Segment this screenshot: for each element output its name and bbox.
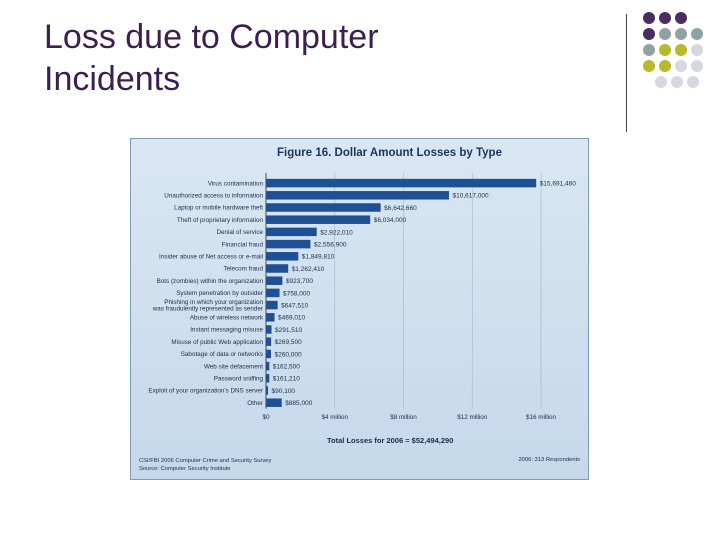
bar (266, 227, 317, 237)
decor-dot (671, 76, 683, 88)
value-label: $2,556,900 (314, 242, 347, 249)
category-label: Laptop or mobile hardware theft (174, 205, 263, 212)
bar (266, 300, 278, 310)
bar (266, 374, 270, 383)
category-label: Other (247, 400, 263, 407)
decor-dot (675, 12, 687, 24)
category-label: Abuse of wireless network (190, 315, 264, 322)
decor-dot (643, 28, 655, 40)
decor-dot (675, 28, 687, 40)
bar (266, 313, 275, 322)
decor-dot (691, 60, 703, 72)
decor-dot (659, 12, 671, 24)
category-label: Sabotage of data or networks (181, 351, 263, 358)
value-label: $162,500 (273, 364, 300, 371)
chart-figure: Figure 16. Dollar Amount Losses by Type … (130, 138, 589, 480)
bar (266, 386, 269, 395)
bar (266, 215, 371, 224)
chart-title: Figure 16. Dollar Amount Losses by Type (277, 147, 502, 159)
x-tick-label: $8 million (390, 414, 417, 421)
bar (266, 178, 537, 188)
decor-dot (691, 28, 703, 40)
value-label: $6,642,660 (384, 205, 417, 212)
slide-title-line2: Incidents (44, 60, 181, 98)
value-label: $2,922,010 (320, 229, 353, 236)
bar (266, 252, 299, 261)
category-label: Bots (zombies) within the organization (157, 278, 264, 285)
decor-dot (691, 44, 703, 56)
value-label: $260,000 (274, 351, 301, 358)
bar-chart: $0 $4 million $8 million $12 million $16 mil… (148, 173, 577, 421)
x-tick-label: $16 million (526, 414, 557, 421)
slide-title: Loss due to Computer Incidents (44, 16, 584, 100)
bar (266, 276, 283, 285)
decor-dot (675, 60, 687, 72)
decor-dot (655, 76, 667, 88)
chart-source: CSI/FBI 2006 Computer Crime and Security… (139, 457, 271, 473)
category-label: Instant messaging misuse (190, 327, 263, 334)
bar (266, 288, 280, 298)
category-label: Web site defacement (204, 363, 263, 370)
value-label: $1,849,810 (302, 254, 335, 261)
value-label: $15,691,460 (540, 181, 577, 188)
value-label: $885,000 (285, 400, 312, 407)
category-label: Theft of proprietary information (177, 217, 264, 224)
x-tick-label: $12 million (457, 414, 488, 421)
decor-dot (659, 60, 671, 72)
bar (266, 203, 381, 212)
category-label: Unauthorized access to information (164, 193, 263, 200)
category-label: Financial fraud (222, 241, 264, 248)
chart-source-line1: CSI/FBI 2006 Computer Crime and Security… (139, 458, 272, 464)
decor-dot (659, 28, 671, 40)
value-label: $161,210 (273, 376, 300, 383)
category-label: Insider abuse of Net access or e-mail (159, 254, 263, 261)
bar (266, 361, 270, 371)
category-label: Exploit of your organization's DNS serve… (148, 388, 263, 395)
bar (266, 398, 282, 407)
value-label: $469,010 (278, 315, 305, 322)
value-label: $291,510 (275, 327, 302, 334)
value-label: $269,500 (275, 339, 302, 346)
bar (266, 191, 449, 200)
chart-total-label: Total Losses for 2006 = $52,494,290 (327, 436, 454, 445)
value-label: $6,034,000 (374, 217, 407, 224)
value-label: $758,000 (283, 290, 310, 297)
bar (266, 239, 311, 249)
bar (266, 264, 289, 273)
category-label: Misuse of public Web application (171, 339, 263, 346)
value-label: $647,510 (281, 303, 308, 310)
category-label: Password sniffing (214, 376, 264, 383)
decor-divider-line (626, 14, 627, 132)
value-label: $90,100 (272, 388, 296, 395)
decor-dot (659, 44, 671, 56)
category-label: Telecom fraud (223, 266, 263, 273)
bar (266, 325, 272, 334)
category-label: Denial of service (216, 229, 263, 236)
value-label: $1,262,410 (292, 266, 325, 273)
decor-dot (687, 76, 699, 88)
decor-dot (643, 44, 655, 56)
decor-dot (643, 12, 655, 24)
value-label: $10,617,000 (452, 193, 489, 200)
value-label: $923,700 (286, 278, 313, 285)
chart-respondents: 2006: 313 Respondents (518, 457, 580, 463)
decor-dot (643, 60, 655, 72)
bar (266, 337, 272, 346)
category-label: Phishing in which your organization was f… (152, 299, 264, 312)
bar (266, 349, 271, 359)
x-tick-label: $0 (262, 414, 270, 421)
slide-title-line1: Loss due to Computer (44, 18, 379, 56)
category-label: Virus contamination (208, 180, 264, 187)
chart-source-line2: Source: Computer Security Institute (139, 466, 231, 472)
decor-dot (675, 44, 687, 56)
category-label: System penetration by outsider (176, 290, 263, 297)
x-tick-label: $4 million (321, 414, 348, 421)
